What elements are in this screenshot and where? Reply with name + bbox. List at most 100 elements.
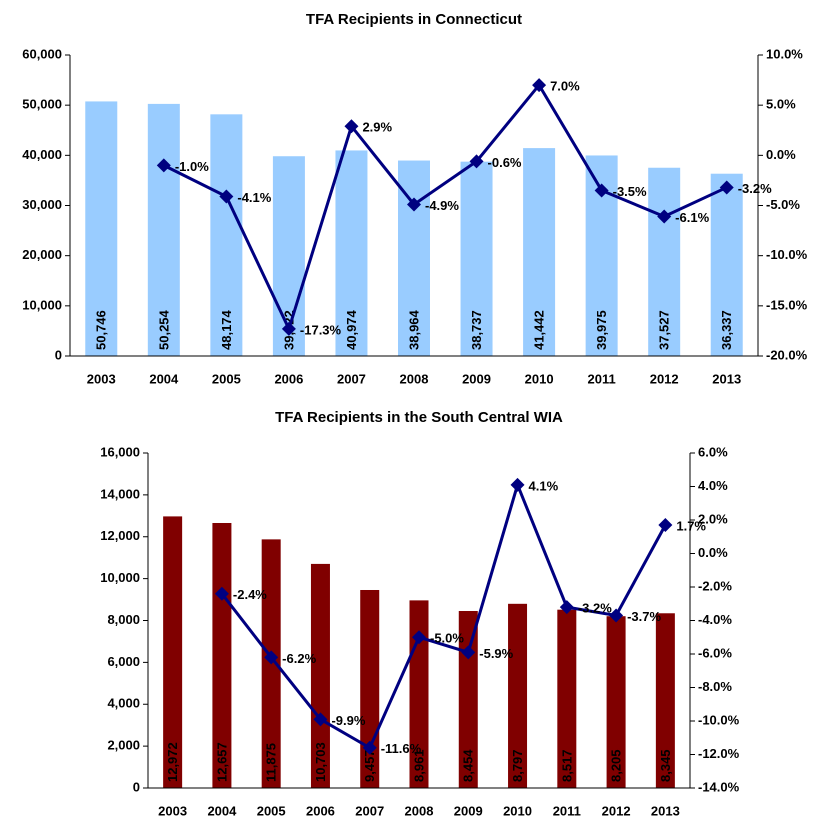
x-tick-label: 2010	[525, 371, 554, 386]
x-tick-label: 2007	[355, 803, 384, 818]
line-value-label: -17.3%	[300, 322, 342, 337]
x-tick-label: 2009	[454, 803, 483, 818]
y-tick-label: 20,000	[22, 247, 62, 262]
line-value-label: -9.9%	[331, 713, 365, 728]
bar-value-label: 50,254	[156, 309, 171, 350]
x-tick-label: 2011	[553, 803, 581, 818]
y-tick-label: 30,000	[22, 197, 62, 212]
bar-value-label: 37,527	[657, 310, 672, 350]
y2-tick-label: -2.0%	[698, 578, 732, 593]
line-marker	[532, 78, 547, 93]
line-marker	[412, 630, 426, 645]
line-marker	[264, 650, 279, 665]
line-marker	[719, 180, 734, 195]
line-value-label: -0.6%	[488, 155, 522, 170]
y2-tick-label: -14.0%	[698, 779, 740, 794]
x-tick-label: 2007	[337, 371, 366, 386]
bar-value-label: 10,703	[313, 742, 328, 782]
y-tick-label: 14,000	[100, 486, 140, 501]
y2-tick-label: 5.0%	[766, 97, 796, 112]
bar-value-label: 8,517	[559, 749, 574, 782]
bar	[557, 609, 577, 788]
bar	[147, 103, 180, 357]
line-value-label: 7.0%	[550, 79, 580, 94]
bar	[310, 563, 330, 788]
bar-value-label: 38,964	[406, 309, 421, 350]
line-value-label: -2.4%	[233, 587, 267, 602]
line-value-label: -4.1%	[237, 190, 271, 205]
y2-tick-label: 0.0%	[766, 147, 796, 162]
line-value-label: -6.2%	[282, 651, 316, 666]
x-tick-label: 2005	[257, 803, 286, 818]
x-tick-label: 2009	[462, 371, 491, 386]
y2-tick-label: 6.0%	[698, 444, 728, 459]
x-tick-label: 2010	[503, 803, 532, 818]
x-tick-label: 2012	[650, 371, 679, 386]
bar-value-label: 36,337	[719, 310, 734, 350]
bar-value-label: 8,797	[510, 749, 525, 782]
line-marker	[510, 477, 525, 492]
y-tick-label: 0	[133, 779, 140, 794]
line-marker	[407, 197, 421, 212]
line-marker	[559, 600, 574, 615]
bar-value-label: 12,657	[214, 742, 229, 782]
x-tick-label: 2003	[87, 371, 116, 386]
y-tick-label: 60,000	[22, 46, 62, 61]
x-tick-label: 2008	[405, 803, 434, 818]
line-value-label: -11.6%	[381, 741, 422, 756]
line-marker	[461, 645, 476, 660]
bar-value-label: 48,174	[219, 309, 234, 350]
line-marker	[313, 712, 328, 727]
bar-value-label: 8,345	[658, 749, 673, 782]
x-tick-label: 2003	[158, 803, 187, 818]
y2-tick-label: -10.0%	[698, 712, 740, 727]
line-value-label: 1.7%	[676, 518, 706, 533]
line-marker	[594, 183, 609, 198]
line-value-label: -3.2%	[738, 181, 772, 196]
bar	[212, 522, 232, 788]
y-tick-label: 8,000	[107, 612, 140, 627]
y2-tick-label: 10.0%	[766, 46, 803, 61]
x-tick-label: 2004	[149, 371, 179, 386]
chart-title: TFA Recipients in the South Central WIA	[275, 409, 563, 426]
y-tick-label: 10,000	[22, 297, 62, 312]
y-tick-label: 12,000	[100, 528, 140, 543]
bar	[508, 603, 528, 788]
line-value-label: -6.1%	[675, 210, 709, 225]
bar	[523, 148, 556, 356]
y2-tick-label: -5.0%	[766, 197, 800, 212]
line-marker	[658, 518, 673, 533]
y-tick-label: 10,000	[100, 570, 140, 585]
y-tick-label: 0	[55, 347, 62, 362]
y2-tick-label: -12.0%	[698, 746, 740, 761]
line-value-label: -3.2%	[578, 601, 612, 616]
x-tick-label: 2004	[207, 803, 237, 818]
line-marker	[469, 154, 484, 169]
y-tick-label: 2,000	[107, 738, 140, 753]
line-value-label: -5.9%	[479, 646, 513, 661]
line	[220, 480, 667, 750]
bar	[335, 150, 368, 356]
line-value-label: 2.9%	[362, 120, 392, 135]
y2-tick-label: 4.0%	[698, 478, 728, 493]
bar-value-label: 12,972	[165, 742, 180, 782]
bar	[710, 173, 743, 356]
y-tick-label: 50,000	[22, 97, 62, 112]
bar-value-label: 8,205	[609, 749, 624, 782]
chart-title: TFA Recipients in Connecticut	[306, 11, 522, 28]
line-marker	[281, 321, 296, 336]
x-tick-label: 2006	[274, 371, 303, 386]
bar-value-label: 9,457	[362, 749, 377, 782]
x-tick-label: 2013	[712, 371, 741, 386]
y-tick-label: 40,000	[22, 147, 62, 162]
bar-value-label: 39,975	[594, 310, 609, 350]
y2-tick-label: -4.0%	[698, 612, 732, 627]
line-value-label: -3.5%	[613, 184, 647, 199]
x-tick-label: 2006	[306, 803, 335, 818]
line-marker	[609, 608, 624, 623]
bar	[163, 516, 183, 788]
line	[163, 82, 728, 334]
bar-value-label: 40,974	[344, 309, 359, 350]
bar	[85, 101, 118, 357]
